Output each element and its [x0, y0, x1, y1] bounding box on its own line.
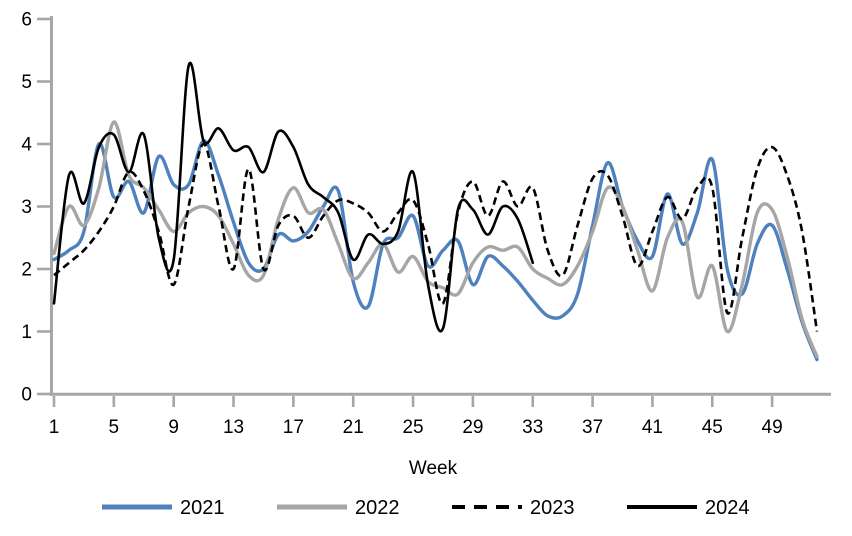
y-tick-label: 0 — [21, 385, 32, 406]
x-axis-title: Week — [409, 458, 458, 479]
x-tick-label: 45 — [702, 417, 723, 438]
x-tick-label: 5 — [109, 417, 120, 438]
series-2022-line — [52, 120, 819, 359]
legend: 2021 2022 2023 2024 — [102, 497, 750, 519]
x-tick-label: 9 — [168, 417, 179, 438]
y-tick-label: 5 — [21, 72, 32, 93]
x-tick-label: 49 — [762, 417, 783, 438]
x-tick-label: 37 — [582, 417, 603, 438]
y-tick-label: 4 — [21, 135, 32, 156]
legend-item-2024: 2024 — [627, 497, 750, 519]
series-layer — [52, 61, 819, 362]
series-2023-line — [53, 142, 819, 332]
x-tick-label: 29 — [462, 417, 483, 438]
y-tick-label: 6 — [21, 10, 32, 31]
x-tick-label: 13 — [223, 417, 244, 438]
y-tick-label: 3 — [21, 197, 32, 218]
legend-label: 2022 — [355, 497, 400, 519]
series-2024-line — [52, 61, 535, 333]
x-tick-label: 17 — [283, 417, 304, 438]
legend-label: 2023 — [530, 497, 575, 519]
y-tick-label: 2 — [21, 260, 32, 281]
x-tick-label: 1 — [49, 417, 60, 438]
legend-label: 2021 — [180, 497, 225, 519]
y-tick-label: 1 — [21, 322, 32, 343]
x-tick-label: 21 — [343, 417, 364, 438]
series-2021-line — [52, 139, 819, 362]
x-tick-label: 41 — [642, 417, 663, 438]
legend-item-2023: 2023 — [452, 497, 575, 519]
legend-item-2021: 2021 — [102, 497, 225, 519]
x-tick-label: 33 — [522, 417, 543, 438]
legend-label: 2024 — [705, 497, 750, 519]
legend-item-2022: 2022 — [277, 497, 400, 519]
x-tick-label: 25 — [402, 417, 423, 438]
